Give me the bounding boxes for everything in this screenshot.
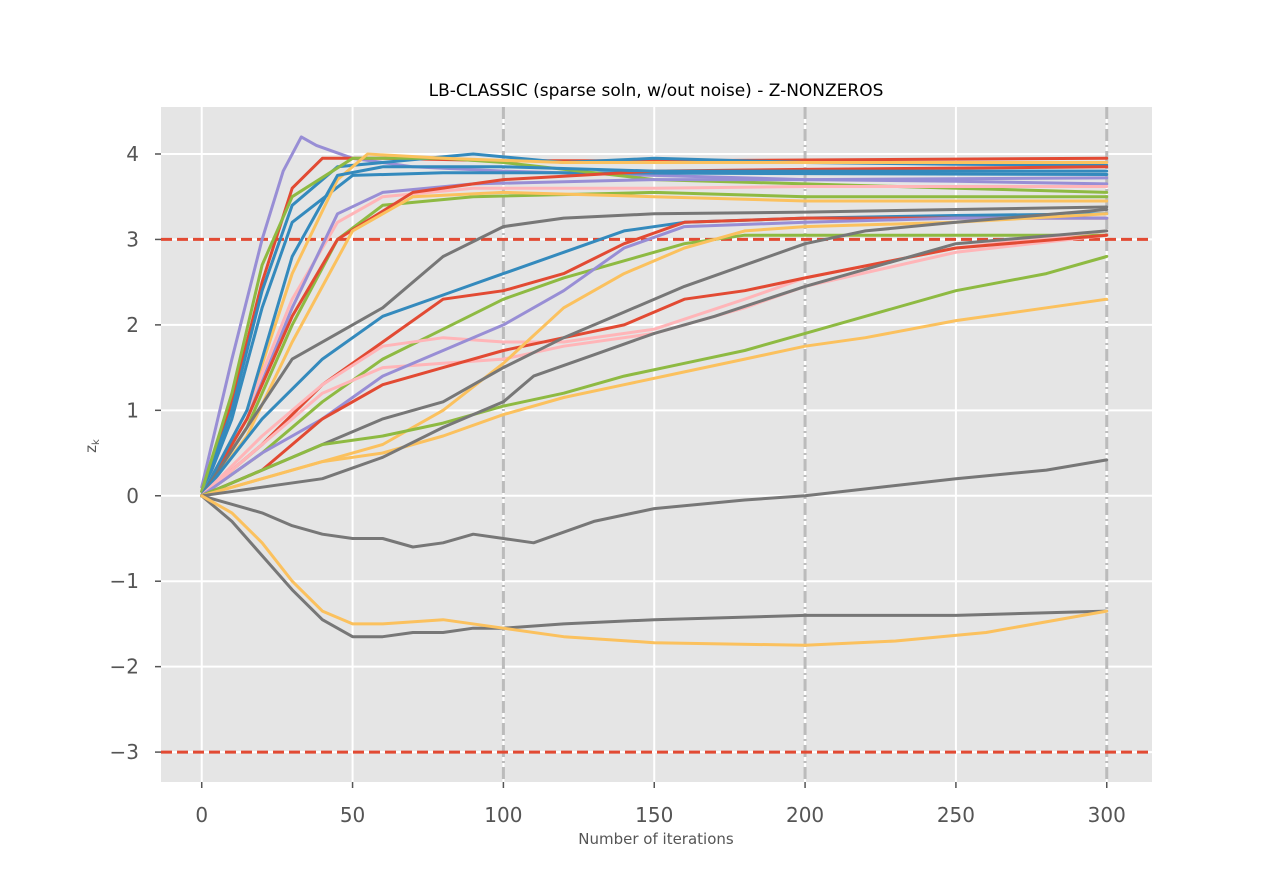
- x-tick-label-5: 250: [937, 803, 975, 827]
- series-line-15: [200, 233, 1109, 498]
- series-line-25: [200, 458, 1109, 549]
- x-axis: 0 50 100 150 200 250 300: [195, 782, 1126, 827]
- series-line-24: [200, 229, 1109, 498]
- series-line-21: [200, 208, 1109, 498]
- series-line-22: [200, 255, 1109, 498]
- y-axis-label-sub: k: [91, 439, 102, 445]
- y-tick-label-6: 3: [126, 227, 139, 251]
- series-line-8: [200, 190, 1109, 498]
- y-tick-label-0: −3: [110, 740, 139, 764]
- series-line-3: [200, 171, 1109, 498]
- series-line-5: [200, 152, 1109, 498]
- x-tick-label-0: 0: [195, 803, 208, 827]
- x-axis-label: Number of iterations: [578, 830, 734, 848]
- x-tick-label-4: 200: [786, 803, 824, 827]
- series-group: [200, 135, 1109, 647]
- series-line-10: [200, 165, 1109, 498]
- series-line-27: [200, 494, 1109, 647]
- y-axis-label: zk: [82, 439, 102, 453]
- series-line-23: [200, 297, 1109, 498]
- y-tick-label-1: −2: [110, 655, 139, 679]
- y-tick-label-2: −1: [110, 569, 139, 593]
- x-tick-label-3: 150: [635, 803, 673, 827]
- series-line-6: [200, 185, 1109, 498]
- y-axis: −3 −2 −1 0 1 2 3 4: [110, 142, 161, 764]
- series-line-18: [200, 216, 1109, 498]
- y-tick-label-4: 1: [126, 398, 139, 422]
- y-tick-label-7: 4: [126, 142, 139, 166]
- series-line-26: [200, 494, 1109, 639]
- y-tick-label-5: 2: [126, 313, 139, 337]
- x-tick-label-6: 300: [1088, 803, 1126, 827]
- x-tick-label-2: 100: [484, 803, 522, 827]
- y-axis-label-main: z: [82, 445, 100, 453]
- x-tick-label-1: 50: [340, 803, 365, 827]
- y-tick-label-3: 0: [126, 484, 139, 508]
- series-line-12: [200, 205, 1109, 498]
- chart-title: LB-CLASSIC (sparse soln, w/out noise) - …: [429, 81, 884, 101]
